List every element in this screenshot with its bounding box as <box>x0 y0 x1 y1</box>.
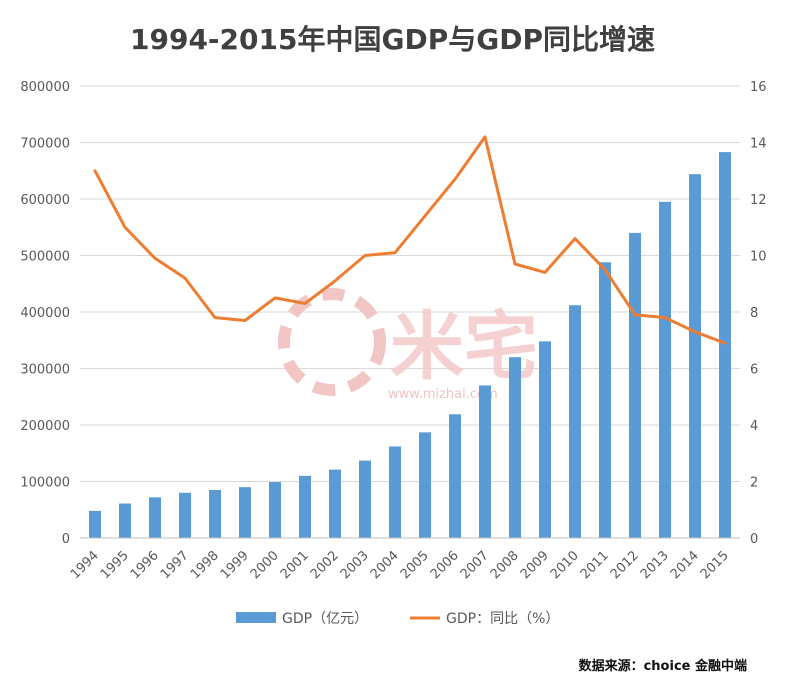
watermark-url: www.mizhai.com <box>388 387 498 402</box>
bar <box>689 174 701 538</box>
bar-series <box>89 152 731 539</box>
x-tick-label: 1994 <box>68 548 102 582</box>
x-tick-label: 1996 <box>128 548 162 582</box>
bar <box>449 414 461 538</box>
bar <box>659 201 671 538</box>
x-tick-label: 2004 <box>368 548 402 582</box>
bar <box>389 446 401 538</box>
y-left-tick-label: 500000 <box>20 250 70 265</box>
y-left-tick-label: 400000 <box>20 306 70 321</box>
bar <box>629 232 641 538</box>
x-tick-label: 2015 <box>698 548 732 582</box>
bar <box>239 487 251 538</box>
bar <box>269 482 281 538</box>
x-tick-label: 1995 <box>98 548 132 582</box>
bar <box>89 510 101 538</box>
x-tick-label: 2000 <box>248 548 282 582</box>
y-right-tick-label: 8 <box>750 306 758 321</box>
bar <box>329 469 341 538</box>
x-tick-label: 2014 <box>668 548 702 582</box>
x-tick-label: 1999 <box>218 548 252 582</box>
bar <box>569 305 581 538</box>
x-tick-label: 2010 <box>548 548 582 582</box>
x-tick-label: 2012 <box>608 548 642 582</box>
x-tick-label: 2002 <box>308 548 342 582</box>
line-path <box>93 135 727 345</box>
x-tick-label: 2007 <box>458 548 492 582</box>
x-tick-label: 2003 <box>338 548 372 582</box>
watermark-logo-icon <box>278 288 386 396</box>
x-tick-label: 2008 <box>488 548 522 582</box>
y-right-tick-label: 0 <box>750 532 758 547</box>
x-tick-label: 2005 <box>398 548 432 582</box>
bar <box>419 432 431 538</box>
legend-label-growth: GDP：同比（%） <box>446 611 559 627</box>
y-left-tick-label: 0 <box>62 532 70 547</box>
bar <box>179 492 191 538</box>
line-series <box>93 135 727 345</box>
x-tick-label: 2013 <box>638 548 672 582</box>
y-left-tick-label: 300000 <box>20 363 70 378</box>
y-right-tick-label: 2 <box>750 476 758 491</box>
y-right-tick-label: 6 <box>750 363 758 378</box>
legend-bar-swatch <box>236 612 276 623</box>
y-left-tick-label: 200000 <box>20 419 70 434</box>
x-tick-label: 2006 <box>428 548 462 582</box>
bar <box>719 152 731 539</box>
y-left-tick-label: 600000 <box>20 193 70 208</box>
legend-label-gdp: GDP（亿元） <box>282 611 368 627</box>
bar <box>149 497 161 538</box>
bar <box>599 262 611 538</box>
bar <box>119 503 131 538</box>
y-left-tick-label: 700000 <box>20 137 70 152</box>
y-left-tick-label: 800000 <box>20 80 70 95</box>
x-tick-label: 1997 <box>158 548 192 582</box>
chart-title: 1994-2015年中国GDP与GDP同比增速 <box>130 23 655 56</box>
bar <box>539 341 551 538</box>
y-right-tick-label: 16 <box>750 80 767 95</box>
bar <box>359 460 371 538</box>
y-right-tick-label: 10 <box>750 250 767 265</box>
x-tick-label: 1998 <box>188 548 222 582</box>
bar <box>209 489 221 538</box>
bar <box>509 357 521 538</box>
source-note: 数据来源：choice 金融中端 <box>578 659 747 674</box>
legend: GDP（亿元） GDP：同比（%） <box>236 611 559 627</box>
bar <box>479 385 491 538</box>
y-right-tick-label: 4 <box>750 419 758 434</box>
bar <box>299 475 311 538</box>
x-tick-label: 2001 <box>278 548 312 582</box>
y-right-tick-label: 12 <box>750 193 767 208</box>
y-left-tick-label: 100000 <box>20 476 70 491</box>
x-tick-label: 2009 <box>518 548 552 582</box>
x-tick-label: 2011 <box>578 548 612 582</box>
y-right-tick-label: 14 <box>750 137 767 152</box>
